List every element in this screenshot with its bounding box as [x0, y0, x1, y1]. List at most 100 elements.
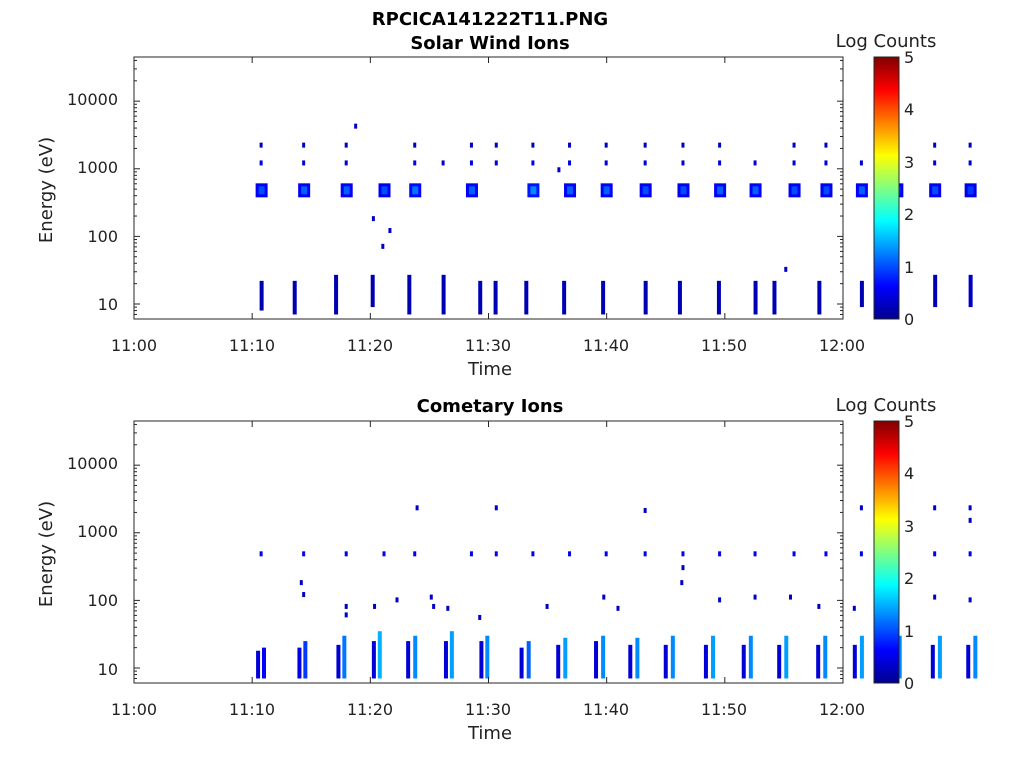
count-column: [859, 635, 864, 679]
count-column: [256, 650, 261, 679]
x-tick-label: 12:00: [819, 336, 865, 355]
count-column: [297, 647, 302, 679]
count-blob-core: [932, 186, 939, 195]
count-column: [407, 274, 412, 315]
x-tick-label: 11:10: [229, 700, 275, 719]
y-tick-label: 1000: [77, 522, 118, 541]
count-pixel: [568, 551, 572, 557]
count-pixel: [302, 551, 306, 557]
count-pixel: [381, 243, 385, 249]
count-column: [478, 280, 483, 315]
x-tick-label: 11:50: [701, 336, 747, 355]
count-pixel: [718, 160, 722, 166]
count-blob-core: [858, 186, 865, 195]
count-column: [526, 641, 531, 679]
count-pixel: [789, 594, 793, 600]
count-pixel: [344, 603, 348, 609]
count-pixel: [824, 142, 828, 148]
count-column: [968, 274, 973, 308]
x-tick-label: 11:10: [229, 336, 275, 355]
count-column: [303, 641, 308, 679]
x-tick-label: 11:00: [111, 336, 157, 355]
colorbar-tick: 3: [904, 153, 914, 172]
count-pixel: [371, 216, 375, 222]
count-column: [711, 635, 716, 679]
count-pixel: [446, 605, 450, 611]
colorbar-scale: [873, 420, 900, 684]
count-column: [413, 635, 418, 679]
count-pixel: [494, 160, 498, 166]
count-blob-core: [680, 186, 687, 195]
y-tick-label: 1000: [77, 158, 118, 177]
count-column: [703, 644, 708, 679]
x-tick-label: 11:40: [583, 700, 629, 719]
x-tick-label: 11:00: [111, 700, 157, 719]
count-column: [933, 274, 938, 308]
count-pixel: [643, 507, 647, 513]
count-pixel: [604, 142, 608, 148]
count-pixel: [302, 142, 306, 148]
colorbar-tick: 0: [904, 310, 914, 329]
x-tick-label: 11:30: [465, 336, 511, 355]
x-tick-label: 11:20: [347, 700, 393, 719]
colorbar-tick: 2: [904, 569, 914, 588]
count-pixel: [429, 594, 433, 600]
count-column: [716, 280, 721, 315]
count-column: [823, 635, 828, 679]
count-column: [594, 641, 599, 679]
count-pixel: [824, 160, 828, 166]
count-pixel: [933, 142, 937, 148]
count-pixel: [643, 551, 647, 557]
cometary-panel: Cometary Ions 10 100 1000 10000 11:00 11…: [36, 395, 978, 744]
count-pixel: [302, 160, 306, 166]
count-blob-core: [530, 186, 537, 195]
count-pixel: [259, 551, 263, 557]
count-pixel: [441, 160, 445, 166]
y-axis: 10 100 1000 10000: [67, 454, 118, 679]
count-pixel: [753, 160, 757, 166]
count-column: [441, 274, 446, 315]
count-blob-core: [567, 186, 574, 195]
count-pixel: [469, 160, 473, 166]
count-pixel: [681, 551, 685, 557]
count-pixel: [824, 551, 828, 557]
count-column: [562, 280, 567, 315]
y-tick-label: 10: [98, 660, 118, 679]
count-blob-core: [343, 186, 350, 195]
count-pixel: [753, 551, 757, 557]
count-pixel: [373, 603, 377, 609]
count-pixel: [718, 597, 722, 603]
count-column: [748, 635, 753, 679]
count-column: [342, 635, 347, 679]
count-column: [930, 644, 935, 679]
count-pixel: [968, 597, 972, 603]
count-pixel: [792, 551, 796, 557]
colorbar-tick: 1: [904, 622, 914, 641]
count-column: [897, 635, 902, 679]
y-axis-label: Energy (eV): [36, 137, 57, 243]
count-pixel: [604, 160, 608, 166]
figure-title: RPCICA141222T11.PNG: [372, 9, 608, 30]
count-column: [643, 280, 648, 315]
x-axis: 11:00 11:10 11:20 11:30 11:40 11:50 12:0…: [111, 336, 865, 355]
count-pixel: [302, 592, 306, 598]
count-blob-core: [258, 186, 265, 195]
count-pixel: [643, 160, 647, 166]
count-column: [816, 644, 821, 679]
count-blob-core: [301, 186, 308, 195]
count-pixel: [469, 142, 473, 148]
count-pixel: [531, 551, 535, 557]
count-pixel: [604, 551, 608, 557]
panel-title: Solar Wind Ions: [410, 33, 569, 54]
plot-frame: [133, 420, 844, 684]
count-column: [677, 280, 682, 315]
count-pixel: [395, 597, 399, 603]
count-column: [628, 644, 633, 679]
y-axis-label: Energy (eV): [36, 501, 57, 607]
count-pixel: [784, 266, 788, 272]
colorbar-tick: 0: [904, 674, 914, 693]
x-tick-label: 11:50: [701, 700, 747, 719]
colorbar: Log Counts 0 1 2 3 4 5: [836, 31, 937, 329]
count-pixel: [478, 614, 482, 620]
y-tick-label: 10000: [67, 90, 118, 109]
